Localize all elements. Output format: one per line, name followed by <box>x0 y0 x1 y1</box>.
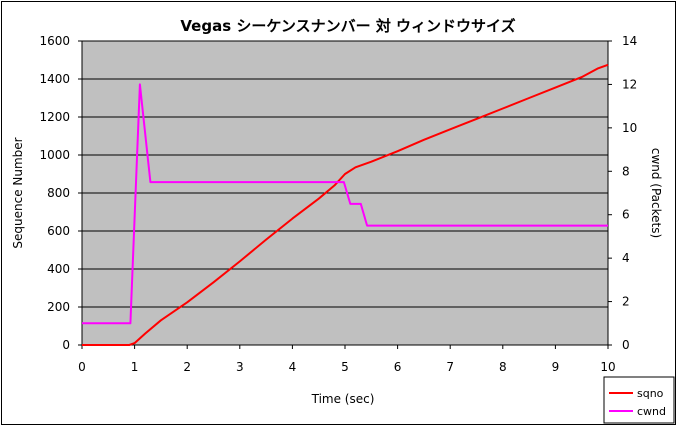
gridlines <box>82 40 608 308</box>
x-tick-label: 10 <box>600 360 615 374</box>
y2-tick-label: 10 <box>622 121 637 135</box>
x-tick-label: 1 <box>131 360 139 374</box>
y2-tick-label: 6 <box>622 208 630 222</box>
x-tick-label: 0 <box>78 360 86 374</box>
x-tick-label: 9 <box>552 360 560 374</box>
axes <box>78 40 612 349</box>
y-tick-label: 1000 <box>39 148 70 162</box>
x-tick-label: 8 <box>499 360 507 374</box>
legend-box <box>603 376 675 424</box>
y-tick-label: 0 <box>62 338 70 352</box>
y-tick-label: 800 <box>47 186 70 200</box>
x-tick-label: 3 <box>236 360 244 374</box>
y2-tick-label: 14 <box>622 34 637 48</box>
legend-label-cwnd: cwnd <box>637 405 666 418</box>
y2-tick-label: 0 <box>622 338 630 352</box>
y-tick-label: 1600 <box>39 34 70 48</box>
x-tick-label: 6 <box>394 360 402 374</box>
x-tick-label: 4 <box>289 360 297 374</box>
series-line-sqno <box>82 63 609 346</box>
x-tick-label: 2 <box>183 360 191 374</box>
chart-title: Vegas シーケンスナンバー 対 ウィンドウサイズ <box>180 17 515 35</box>
y2-tick-label: 8 <box>622 164 630 178</box>
series-line-cwnd <box>82 83 608 325</box>
y2-tick-label: 12 <box>622 77 637 91</box>
series-lines <box>82 63 609 346</box>
tick-labels: 0200400600800100012001400160002468101214… <box>39 34 637 374</box>
y2-axis-label: cwnd (Packets) <box>649 148 663 238</box>
legend: sqno cwnd <box>603 376 675 424</box>
y-axis-label: Sequence Number <box>11 137 25 248</box>
x-axis-label: Time (sec) <box>311 392 375 406</box>
y-tick-label: 1200 <box>39 110 70 124</box>
y-tick-label: 1400 <box>39 72 70 86</box>
x-tick-label: 5 <box>341 360 349 374</box>
legend-label-sqno: sqno <box>637 387 664 400</box>
y2-tick-label: 4 <box>622 251 630 265</box>
x-tick-label: 7 <box>446 360 454 374</box>
y-tick-label: 600 <box>47 224 70 238</box>
y-tick-label: 400 <box>47 262 70 276</box>
y2-tick-label: 2 <box>622 295 630 309</box>
y-tick-label: 200 <box>47 300 70 314</box>
